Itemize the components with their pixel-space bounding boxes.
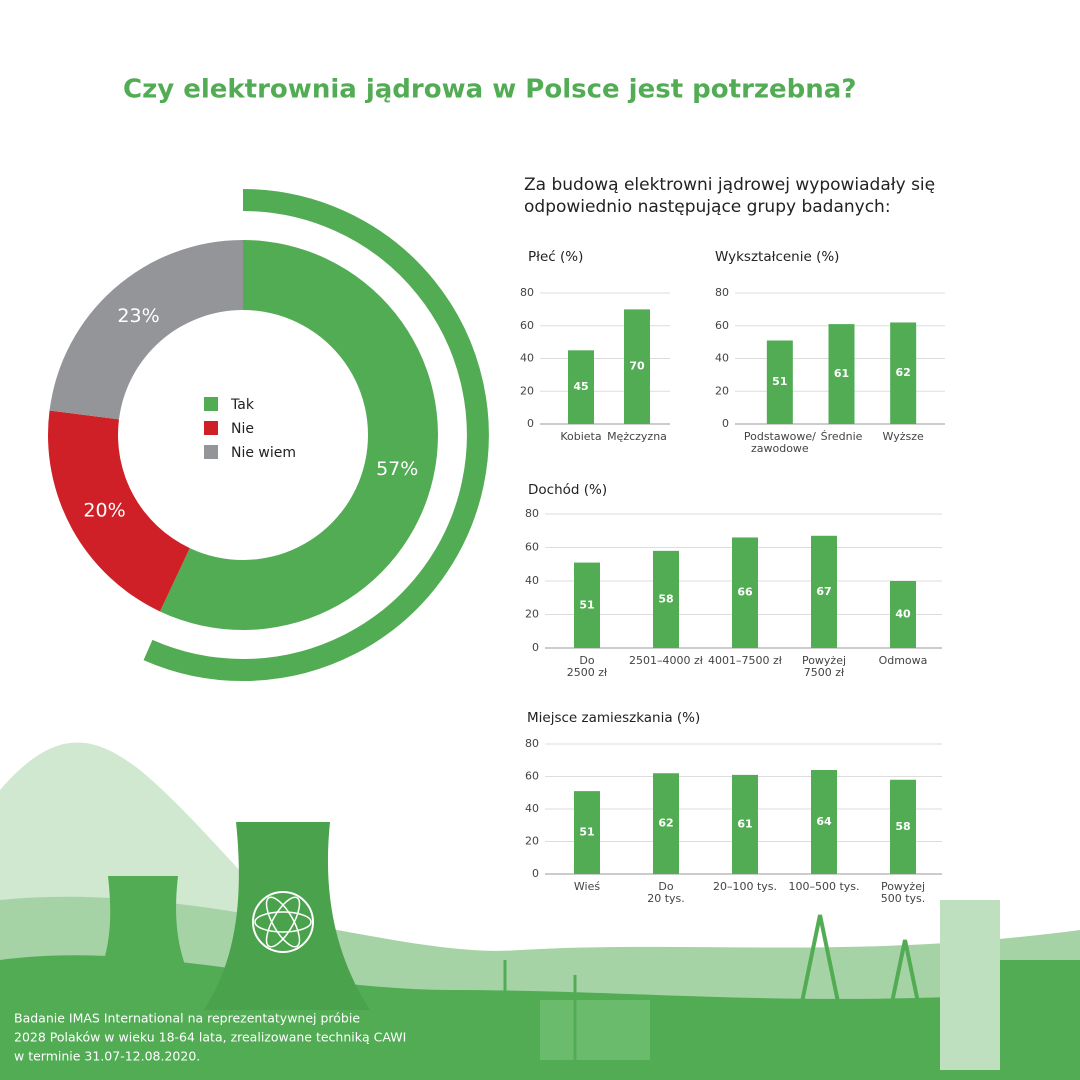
y-tick-label: 80: [525, 507, 539, 520]
value-label: 45: [573, 380, 588, 393]
legend-swatch: [204, 397, 218, 411]
y-tick-label: 60: [525, 541, 539, 554]
y-tick-label: 80: [525, 737, 539, 750]
y-tick-label: 40: [520, 352, 534, 365]
legend-label: Nie: [231, 421, 254, 437]
y-tick-label: 60: [715, 319, 729, 332]
value-label: 66: [737, 586, 753, 599]
chart-title: Wykształcenie (%): [715, 249, 839, 265]
y-tick-label: 40: [525, 574, 539, 587]
y-tick-label: 20: [525, 608, 539, 621]
x-tick-label: 2501–4000 zł: [629, 654, 704, 667]
x-tick-label: 4001–7500 zł: [708, 654, 783, 667]
x-tick-label: Mężczyzna: [607, 430, 667, 443]
donut-slice: [49, 240, 244, 420]
value-label: 62: [658, 817, 673, 830]
bar: [890, 322, 917, 424]
y-tick-label: 80: [520, 286, 534, 299]
bar: [890, 581, 916, 648]
intro-line: odpowiednio następujące grupy badanych:: [524, 197, 891, 217]
y-tick-label: 60: [520, 319, 534, 332]
bar: [811, 535, 837, 648]
background-illustration: [0, 742, 1080, 1080]
donut-slice: [47, 410, 190, 612]
y-tick-label: 40: [715, 352, 729, 365]
chart-title: Miejsce zamieszkania (%): [527, 710, 700, 726]
footnote-line: w terminie 31.07-12.08.2020.: [14, 1049, 200, 1064]
value-label: 64: [816, 815, 832, 828]
value-label: 61: [834, 367, 849, 380]
legend-label: Nie wiem: [231, 445, 296, 461]
bar: [732, 537, 758, 648]
value-label: 70: [629, 360, 645, 373]
slice-label: 20%: [83, 500, 125, 522]
value-label: 67: [816, 585, 831, 598]
footnote-line: 2028 Polaków w wieku 18-64 lata, zrealiz…: [14, 1030, 406, 1045]
bar: [811, 770, 837, 874]
x-tick-label: Do 2500 zł: [567, 654, 608, 679]
slice-label: 23%: [117, 305, 159, 327]
legend-swatch: [204, 421, 218, 435]
chart-title: Dochód (%): [528, 482, 607, 498]
y-tick-label: 80: [715, 286, 729, 299]
decorative-arc: [143, 189, 489, 681]
y-tick-label: 40: [525, 802, 539, 815]
y-tick-label: 60: [525, 770, 539, 783]
x-tick-label: Do 20 tys.: [647, 880, 685, 905]
donut-slice: [159, 240, 438, 631]
y-tick-label: 0: [532, 867, 539, 880]
x-tick-label: Kobieta: [560, 430, 601, 443]
y-tick-label: 20: [520, 384, 534, 397]
bar: [732, 774, 758, 874]
legend-swatch: [204, 445, 218, 459]
x-tick-label: Wyższe: [883, 430, 924, 443]
bar: [890, 779, 916, 874]
slice-label: 57%: [376, 458, 418, 480]
value-label: 62: [896, 366, 911, 379]
x-tick-label: 20–100 tys.: [713, 880, 777, 893]
bar: [653, 550, 679, 648]
y-tick-label: 20: [525, 835, 539, 848]
x-tick-label: Odmowa: [879, 654, 928, 667]
value-label: 40: [895, 608, 911, 621]
value-label: 58: [658, 592, 673, 605]
x-tick-label: Powyżej 7500 zł: [802, 654, 846, 679]
value-label: 51: [579, 598, 594, 611]
value-label: 51: [579, 826, 594, 839]
y-tick-label: 0: [532, 641, 539, 654]
y-tick-label: 0: [722, 417, 729, 430]
bar: [766, 340, 793, 424]
x-tick-label: Wieś: [574, 880, 600, 893]
legend-label: Tak: [230, 397, 255, 413]
bar: [568, 350, 594, 424]
y-tick-label: 0: [527, 417, 534, 430]
page-title: Czy elektrownia jądrowa w Polsce jest po…: [123, 75, 856, 105]
value-label: 58: [895, 820, 910, 833]
value-label: 61: [737, 817, 752, 830]
bar: [653, 773, 679, 874]
x-tick-label: Powyżej 500 tys.: [881, 880, 926, 905]
x-tick-label: 100–500 tys.: [788, 880, 859, 893]
bar: [828, 324, 855, 424]
bar: [574, 791, 600, 874]
intro-line: Za budową elektrowni jądrowej wypowiadał…: [524, 175, 935, 195]
chart-title: Płeć (%): [528, 249, 583, 265]
footnote-line: Badanie IMAS International na reprezenta…: [14, 1011, 360, 1026]
x-tick-label: Podstawowe/zawodowe: [744, 430, 816, 455]
bar: [574, 562, 600, 648]
value-label: 51: [772, 375, 787, 388]
x-tick-label: Średnie: [821, 430, 863, 443]
y-tick-label: 20: [715, 384, 729, 397]
bar: [624, 309, 650, 424]
